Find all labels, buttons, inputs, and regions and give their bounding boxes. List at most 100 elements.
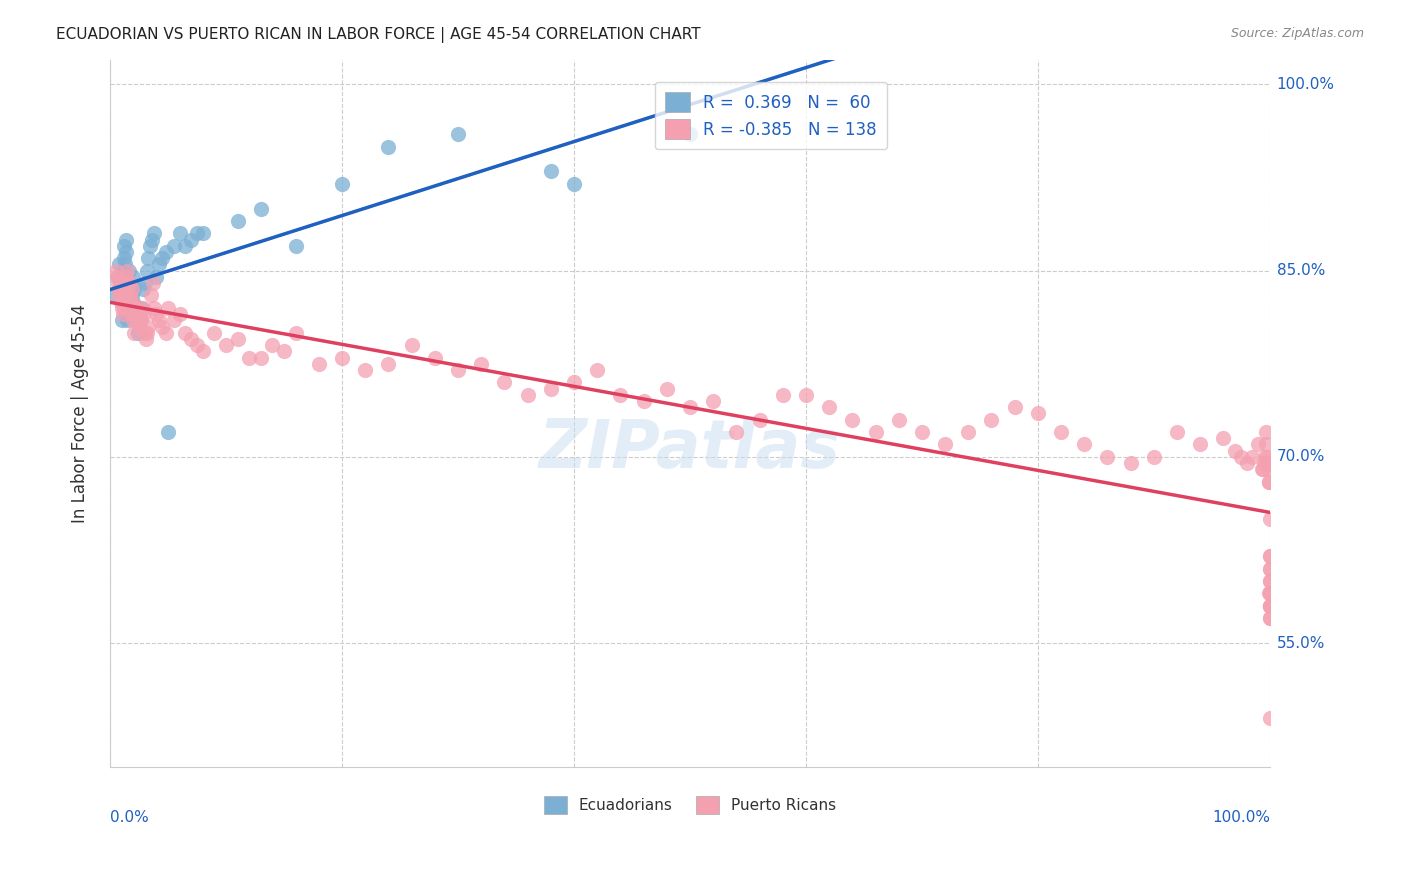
Point	[107, 276, 129, 290]
Point	[108, 282, 131, 296]
Point	[262, 338, 284, 352]
Point	[1241, 450, 1264, 464]
Point	[122, 313, 145, 327]
Point	[1257, 475, 1279, 489]
Point	[118, 294, 141, 309]
Point	[114, 288, 136, 302]
Point	[150, 319, 173, 334]
Point	[115, 245, 138, 260]
Point	[111, 282, 134, 296]
Point	[114, 276, 136, 290]
Point	[139, 288, 162, 302]
Point	[143, 301, 166, 315]
Point	[118, 288, 141, 302]
Point	[112, 301, 135, 315]
Point	[131, 313, 153, 327]
Point	[124, 282, 146, 296]
Point	[118, 294, 141, 309]
Point	[794, 388, 817, 402]
Point	[679, 127, 702, 141]
Point	[150, 252, 173, 266]
Point	[226, 214, 249, 228]
Point	[163, 313, 186, 327]
Point	[1247, 437, 1270, 451]
Point	[186, 227, 208, 241]
Point	[117, 276, 139, 290]
Point	[129, 307, 152, 321]
Point	[155, 326, 177, 340]
Point	[180, 332, 202, 346]
Point	[841, 412, 863, 426]
Point	[540, 164, 562, 178]
Point	[1258, 549, 1281, 564]
Point	[1253, 456, 1275, 470]
Point	[1004, 401, 1026, 415]
Text: 85.0%: 85.0%	[1277, 263, 1324, 278]
Point	[1097, 450, 1119, 464]
Point	[112, 239, 135, 253]
Point	[586, 363, 609, 377]
Point	[1026, 406, 1049, 420]
Point	[145, 307, 167, 321]
Point	[117, 301, 139, 315]
Point	[174, 239, 197, 253]
Point	[104, 263, 127, 277]
Point	[138, 319, 160, 334]
Point	[111, 294, 134, 309]
Point	[117, 313, 139, 327]
Point	[284, 326, 307, 340]
Point	[115, 282, 138, 296]
Point	[136, 326, 159, 340]
Point	[110, 276, 132, 290]
Point	[516, 388, 538, 402]
Point	[107, 269, 129, 284]
Point	[679, 401, 702, 415]
Point	[120, 301, 142, 315]
Text: ECUADORIAN VS PUERTO RICAN IN LABOR FORCE | AGE 45-54 CORRELATION CHART: ECUADORIAN VS PUERTO RICAN IN LABOR FORC…	[56, 27, 700, 43]
Point	[110, 276, 132, 290]
Point	[108, 257, 131, 271]
Point	[112, 252, 135, 266]
Point	[204, 326, 226, 340]
Point	[125, 313, 148, 327]
Point	[169, 307, 191, 321]
Point	[143, 227, 166, 241]
Point	[1119, 456, 1142, 470]
Point	[887, 412, 910, 426]
Point	[226, 332, 249, 346]
Point	[110, 294, 132, 309]
Point	[447, 363, 470, 377]
Point	[401, 338, 423, 352]
Point	[120, 301, 142, 315]
Point	[111, 294, 134, 309]
Point	[447, 127, 470, 141]
Point	[1251, 462, 1274, 476]
Point	[131, 282, 153, 296]
Point	[128, 319, 150, 334]
Point	[1257, 475, 1279, 489]
Point	[127, 313, 149, 327]
Point	[377, 357, 399, 371]
Point	[117, 288, 139, 302]
Point	[748, 412, 770, 426]
Point	[238, 351, 260, 365]
Point	[108, 288, 131, 302]
Point	[1258, 599, 1281, 613]
Point	[127, 326, 149, 340]
Point	[121, 294, 143, 309]
Legend: Ecuadorians, Puerto Ricans: Ecuadorians, Puerto Ricans	[534, 787, 845, 823]
Point	[655, 382, 678, 396]
Point	[174, 326, 197, 340]
Point	[138, 239, 160, 253]
Point	[134, 276, 156, 290]
Point	[129, 313, 152, 327]
Point	[215, 338, 238, 352]
Point	[122, 294, 145, 309]
Point	[191, 344, 214, 359]
Point	[118, 307, 141, 321]
Point	[702, 394, 724, 409]
Point	[1258, 574, 1281, 588]
Point	[131, 301, 153, 315]
Point	[111, 301, 134, 315]
Point	[911, 425, 934, 439]
